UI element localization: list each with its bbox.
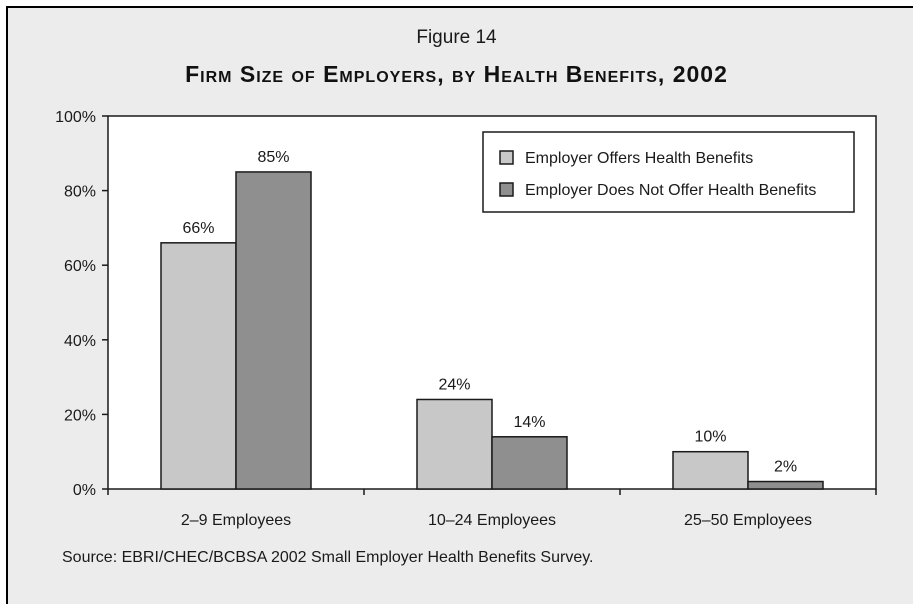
bar-value-label: 14%	[513, 414, 545, 431]
figure-label: Figure 14	[416, 27, 497, 48]
bar-offers	[672, 450, 749, 490]
bar-does-not-offer	[235, 171, 312, 490]
bars: 66% 85% 24% 14% 10% 2%	[160, 149, 824, 490]
y-tick-label: 80%	[64, 184, 96, 201]
bar-value-label: 66%	[182, 220, 214, 237]
legend-label: Employer Offers Health Benefits	[525, 150, 753, 167]
bar-offers	[160, 242, 237, 490]
bar-value-label: 24%	[438, 376, 470, 393]
y-tick-label: 0%	[73, 482, 96, 499]
legend-swatch	[499, 182, 514, 197]
y-tick-label: 100%	[55, 109, 96, 126]
chart-title: Firm Size of Employers, by Health Benefi…	[185, 61, 728, 87]
y-tick-label: 60%	[64, 258, 96, 275]
bar-does-not-offer	[747, 480, 824, 490]
bar-does-not-offer	[491, 436, 568, 490]
bar-value-label: 2%	[774, 459, 797, 476]
x-category-label: 2–9 Employees	[181, 512, 291, 529]
source-note: Source: EBRI/CHEC/BCBSA 2002 Small Emplo…	[62, 549, 594, 566]
bar-value-label: 85%	[257, 149, 289, 166]
legend-swatch	[499, 150, 514, 165]
legend-box	[482, 131, 855, 213]
y-tick-label: 20%	[64, 407, 96, 424]
x-axis: 2–9 Employees 10–24 Employees 25–50 Employ…	[107, 489, 877, 529]
x-category-label: 25–50 Employees	[684, 512, 812, 529]
x-category-label: 10–24 Employees	[428, 512, 556, 529]
legend-label: Employer Does Not Offer Health Benefits	[525, 182, 816, 199]
bar-offers	[416, 398, 493, 490]
bar-value-label: 10%	[694, 429, 726, 446]
y-tick-label: 40%	[64, 333, 96, 350]
y-axis: 0% 20% 40% 60% 80% 100%	[55, 109, 108, 499]
legend: Employer Offers Health Benefits Employer …	[482, 131, 855, 213]
